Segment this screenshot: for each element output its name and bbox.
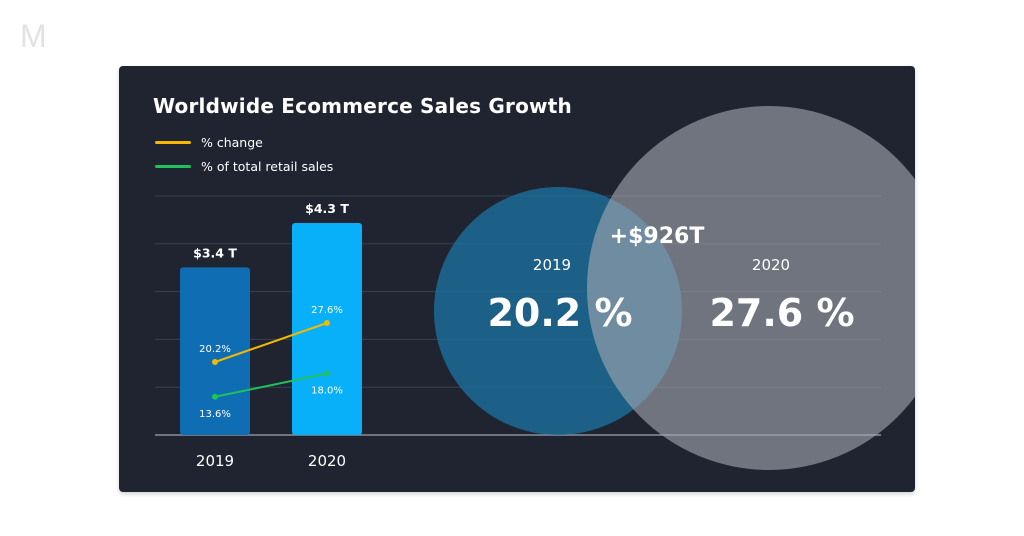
data-label-change-2020: 27.6%: [311, 305, 343, 316]
data-label-change-2019: 20.2%: [199, 344, 231, 355]
x-tick-label-2019: 2019: [196, 452, 234, 470]
venn-year-label-2019: 2019: [533, 256, 571, 274]
brand-logo: M: [20, 18, 47, 54]
bar-value-label-2019: $3.4 T: [193, 245, 237, 260]
legend-swatch-percent-change: [155, 140, 191, 144]
chart-card: Worldwide Ecommerce Sales Growth % chang…: [119, 66, 915, 492]
point-retail-share-2019: [212, 393, 218, 400]
chart-title: Worldwide Ecommerce Sales Growth: [153, 94, 572, 118]
line-retail-share: [214, 372, 328, 398]
point-percent-change-2020: [324, 320, 330, 326]
bar-value-label-2020: $4.3 T: [305, 201, 349, 216]
x-tick-label-2020: 2020: [308, 452, 346, 470]
venn-year-label-2020: 2020: [752, 256, 790, 274]
legend-label: % change: [201, 134, 263, 150]
data-label-retail-2019: 13.6%: [199, 409, 231, 420]
point-percent-change-2019: [212, 359, 218, 365]
legend: % change % of total retail sales: [155, 130, 333, 178]
venn-annotation: +$926T: [610, 224, 705, 249]
data-label-retail-2020: 18.0%: [311, 386, 343, 397]
line-percent-change: [214, 322, 328, 363]
chart-canvas: $3.4 T $4.3 T 2019 2020 20.2% 27.6% 13.6…: [155, 106, 915, 470]
legend-swatch-retail-share: [155, 164, 191, 168]
venn-value-2020: 27.6 %: [709, 291, 854, 335]
venn-diagram: [434, 106, 915, 470]
line-series: [212, 320, 330, 400]
chart-labels: $3.4 T $4.3 T 2019 2020 20.2% 27.6% 13.6…: [193, 201, 854, 470]
legend-item-retail-share: % of total retail sales: [155, 154, 333, 178]
venn-value-2019: 20.2 %: [487, 291, 632, 335]
legend-item-percent-change: % change: [155, 130, 333, 154]
bar-2020: [292, 223, 362, 435]
point-retail-share-2020: [324, 370, 330, 377]
venn-circle-2020: [587, 106, 915, 470]
legend-label: % of total retail sales: [201, 158, 334, 174]
